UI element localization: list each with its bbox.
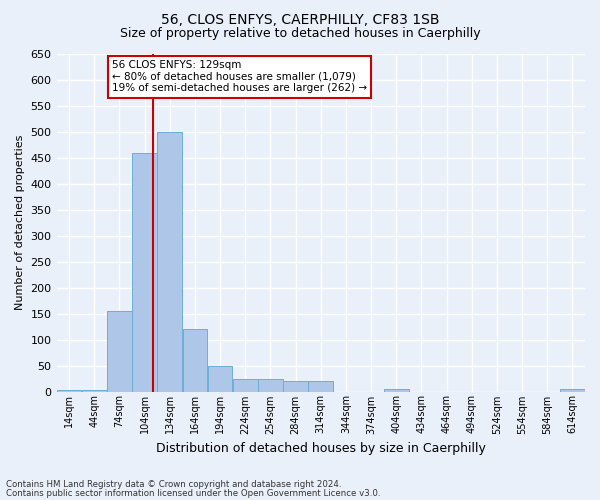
Bar (233, 378, 257, 392)
Y-axis label: Number of detached properties: Number of detached properties (15, 135, 25, 310)
Bar (560, 389, 585, 392)
Text: Contains public sector information licensed under the Open Government Licence v3: Contains public sector information licen… (6, 488, 380, 498)
Bar (308, 381, 333, 392)
Text: 56, CLOS ENFYS, CAERPHILLY, CF83 1SB: 56, CLOS ENFYS, CAERPHILLY, CF83 1SB (161, 12, 439, 26)
Text: 56 CLOS ENFYS: 129sqm
← 80% of detached houses are smaller (1,079)
19% of semi-d: 56 CLOS ENFYS: 129sqm ← 80% of detached … (112, 60, 367, 94)
Bar (107, 311, 132, 392)
Bar (57, 390, 82, 392)
Bar (283, 381, 308, 392)
Bar (182, 329, 208, 392)
Bar (132, 152, 157, 392)
X-axis label: Distribution of detached houses by size in Caerphilly: Distribution of detached houses by size … (156, 442, 486, 455)
Bar (82, 390, 107, 392)
Bar (157, 132, 182, 392)
Bar (258, 378, 283, 392)
Bar (384, 389, 409, 392)
Text: Contains HM Land Registry data © Crown copyright and database right 2024.: Contains HM Land Registry data © Crown c… (6, 480, 341, 489)
Bar (208, 366, 232, 392)
Text: Size of property relative to detached houses in Caerphilly: Size of property relative to detached ho… (119, 28, 481, 40)
